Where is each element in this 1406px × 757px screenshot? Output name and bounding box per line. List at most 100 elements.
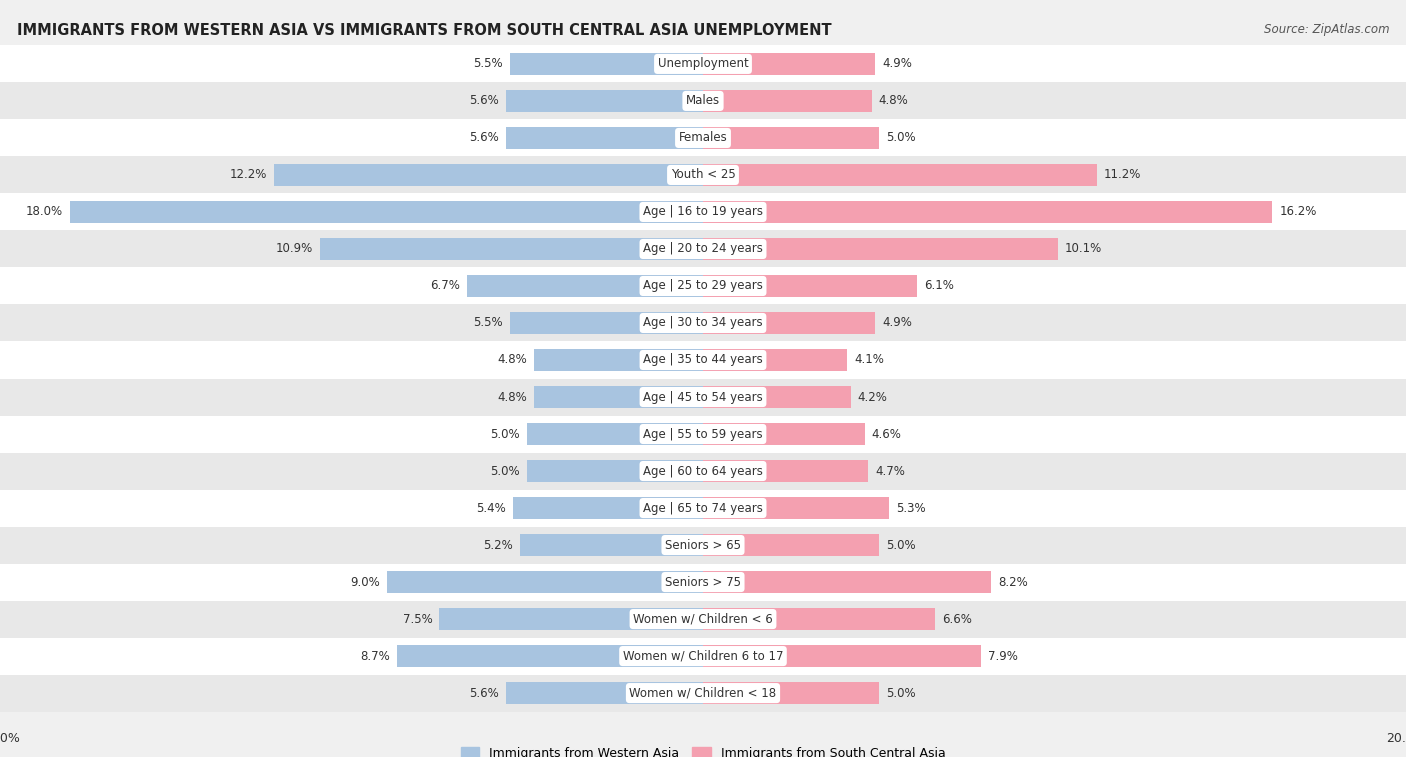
Text: 5.0%: 5.0%	[886, 538, 915, 552]
Text: 18.0%: 18.0%	[27, 205, 63, 219]
Text: 4.8%: 4.8%	[498, 391, 527, 403]
Bar	[0, 527, 1406, 563]
Bar	[703, 275, 917, 297]
Bar	[510, 53, 703, 75]
Bar	[703, 349, 846, 371]
Bar	[274, 164, 703, 186]
Bar	[527, 460, 703, 482]
Text: Seniors > 65: Seniors > 65	[665, 538, 741, 552]
Text: 8.2%: 8.2%	[998, 575, 1028, 588]
Text: 10.9%: 10.9%	[276, 242, 314, 255]
Bar	[703, 682, 879, 704]
Text: 4.8%: 4.8%	[879, 95, 908, 107]
Bar	[506, 682, 703, 704]
Bar	[703, 238, 1057, 260]
Bar	[321, 238, 703, 260]
Bar	[0, 45, 1406, 83]
Text: Youth < 25: Youth < 25	[671, 169, 735, 182]
Text: 5.2%: 5.2%	[484, 538, 513, 552]
Bar	[0, 194, 1406, 230]
Bar	[703, 645, 981, 667]
Text: Unemployment: Unemployment	[658, 58, 748, 70]
Bar	[703, 534, 879, 556]
Text: 4.7%: 4.7%	[875, 465, 905, 478]
Text: IMMIGRANTS FROM WESTERN ASIA VS IMMIGRANTS FROM SOUTH CENTRAL ASIA UNEMPLOYMENT: IMMIGRANTS FROM WESTERN ASIA VS IMMIGRAN…	[17, 23, 831, 38]
Bar	[534, 386, 703, 408]
Text: 4.1%: 4.1%	[855, 354, 884, 366]
Bar	[703, 571, 991, 593]
Text: 5.0%: 5.0%	[491, 428, 520, 441]
Bar	[467, 275, 703, 297]
Text: 7.5%: 7.5%	[402, 612, 433, 625]
Bar	[0, 230, 1406, 267]
Text: 6.1%: 6.1%	[925, 279, 955, 292]
Bar	[439, 608, 703, 630]
Text: 4.6%: 4.6%	[872, 428, 901, 441]
Bar	[513, 497, 703, 519]
Bar	[703, 312, 875, 334]
Bar	[534, 349, 703, 371]
Text: 11.2%: 11.2%	[1104, 169, 1142, 182]
Text: 20.0%: 20.0%	[0, 732, 20, 745]
Bar	[0, 637, 1406, 674]
Bar	[703, 127, 879, 149]
Text: 7.9%: 7.9%	[987, 650, 1018, 662]
Text: 5.3%: 5.3%	[897, 502, 927, 515]
Bar	[527, 423, 703, 445]
Bar	[0, 83, 1406, 120]
Text: 12.2%: 12.2%	[229, 169, 267, 182]
Bar	[0, 304, 1406, 341]
Bar	[0, 453, 1406, 490]
Text: Women w/ Children < 18: Women w/ Children < 18	[630, 687, 776, 699]
Bar	[0, 378, 1406, 416]
Text: 9.0%: 9.0%	[350, 575, 380, 588]
Text: 5.0%: 5.0%	[886, 687, 915, 699]
Text: 6.6%: 6.6%	[942, 612, 972, 625]
Bar	[0, 157, 1406, 194]
Bar	[0, 600, 1406, 637]
Text: Age | 20 to 24 years: Age | 20 to 24 years	[643, 242, 763, 255]
Text: 5.5%: 5.5%	[472, 58, 503, 70]
Bar	[0, 563, 1406, 600]
Text: Females: Females	[679, 132, 727, 145]
Bar	[0, 341, 1406, 378]
Text: Age | 35 to 44 years: Age | 35 to 44 years	[643, 354, 763, 366]
Text: 20.0%: 20.0%	[1386, 732, 1406, 745]
Text: 5.5%: 5.5%	[472, 316, 503, 329]
Text: Age | 30 to 34 years: Age | 30 to 34 years	[643, 316, 763, 329]
Bar	[387, 571, 703, 593]
Text: 5.4%: 5.4%	[477, 502, 506, 515]
Bar	[0, 267, 1406, 304]
Text: 5.0%: 5.0%	[491, 465, 520, 478]
Bar	[703, 608, 935, 630]
Bar	[0, 490, 1406, 527]
Text: Males: Males	[686, 95, 720, 107]
Text: 5.6%: 5.6%	[470, 95, 499, 107]
Bar	[0, 674, 1406, 712]
Bar	[398, 645, 703, 667]
Text: Age | 60 to 64 years: Age | 60 to 64 years	[643, 465, 763, 478]
Text: Seniors > 75: Seniors > 75	[665, 575, 741, 588]
Text: 10.1%: 10.1%	[1066, 242, 1102, 255]
Text: Source: ZipAtlas.com: Source: ZipAtlas.com	[1264, 23, 1389, 36]
Text: Women w/ Children < 6: Women w/ Children < 6	[633, 612, 773, 625]
Text: 4.9%: 4.9%	[883, 316, 912, 329]
Text: 4.2%: 4.2%	[858, 391, 887, 403]
Bar	[520, 534, 703, 556]
Text: 5.0%: 5.0%	[886, 132, 915, 145]
Bar	[703, 90, 872, 112]
Bar	[703, 460, 869, 482]
Bar	[506, 90, 703, 112]
Text: Age | 45 to 54 years: Age | 45 to 54 years	[643, 391, 763, 403]
Text: 16.2%: 16.2%	[1279, 205, 1317, 219]
Bar	[703, 386, 851, 408]
Bar	[506, 127, 703, 149]
Bar	[0, 120, 1406, 157]
Text: Age | 65 to 74 years: Age | 65 to 74 years	[643, 502, 763, 515]
Text: 5.6%: 5.6%	[470, 687, 499, 699]
Bar	[70, 201, 703, 223]
Text: Age | 55 to 59 years: Age | 55 to 59 years	[643, 428, 763, 441]
Text: Age | 16 to 19 years: Age | 16 to 19 years	[643, 205, 763, 219]
Text: 8.7%: 8.7%	[360, 650, 391, 662]
Text: Age | 25 to 29 years: Age | 25 to 29 years	[643, 279, 763, 292]
